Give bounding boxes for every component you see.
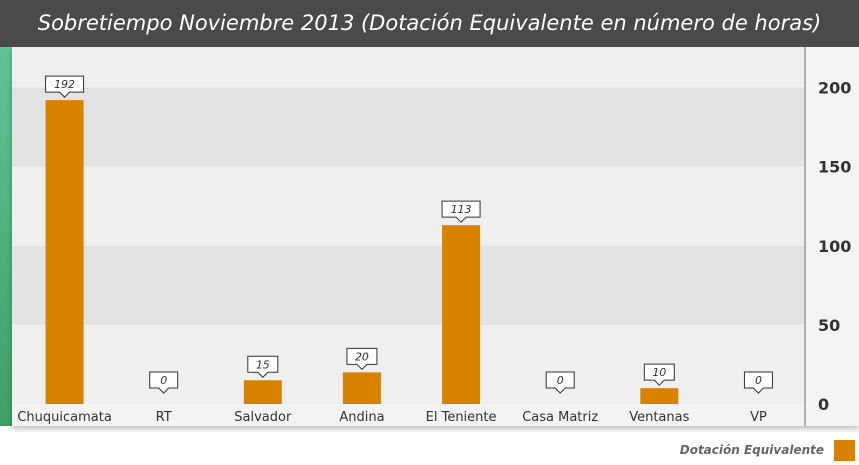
x-tick-label: El Teniente [426, 410, 497, 425]
data-label-callout [346, 347, 378, 371]
data-label-callout [743, 371, 773, 394]
x-tick-label: Ventanas [629, 410, 689, 425]
bar [640, 388, 679, 404]
data-label: 10 [652, 366, 666, 379]
data-label: 0 [557, 374, 564, 387]
bar [243, 380, 282, 404]
legend: Dotación Equivalente [680, 435, 855, 465]
data-label: 20 [355, 350, 369, 363]
x-tick-label: Chuquicamata [17, 410, 111, 425]
grid-band [12, 87, 805, 167]
data-label: 192 [54, 78, 75, 91]
data-label: 15 [256, 358, 270, 371]
category-label-strip [12, 404, 805, 426]
bar [342, 372, 381, 404]
chart-title: Sobretiempo Noviembre 2013 (Dotación Equ… [37, 11, 822, 35]
data-label-callout [45, 75, 85, 98]
grid-band [12, 245, 805, 325]
left-accent-strip [0, 47, 12, 426]
x-tick-label: Salvador [234, 410, 292, 425]
bar [45, 100, 84, 404]
y-tick-label: 0 [818, 395, 829, 414]
data-label-callout [247, 355, 279, 378]
y-tick-label: 150 [818, 158, 851, 177]
y-tick-label: 200 [818, 79, 851, 98]
y-tick-label: 50 [818, 316, 840, 335]
x-tick-label: RT [156, 410, 172, 425]
data-label-callout [643, 363, 675, 386]
y-tick-label: 100 [818, 237, 851, 256]
data-label-callout [441, 200, 481, 223]
data-label: 0 [160, 374, 167, 387]
data-label: 113 [451, 203, 472, 216]
data-label-callout [545, 371, 575, 394]
data-label: 0 [755, 374, 762, 387]
x-tick-label: Casa Matriz [522, 410, 598, 425]
x-tick-label: VP [750, 410, 767, 425]
y-axis-panel [805, 47, 859, 426]
x-tick-label: Andina [339, 410, 384, 425]
legend-swatch [834, 439, 855, 461]
data-label-callout [149, 371, 179, 394]
bar [442, 225, 481, 404]
title-bar: Sobretiempo Noviembre 2013 (Dotación Equ… [0, 0, 859, 47]
legend-label: Dotación Equivalente [679, 443, 824, 457]
